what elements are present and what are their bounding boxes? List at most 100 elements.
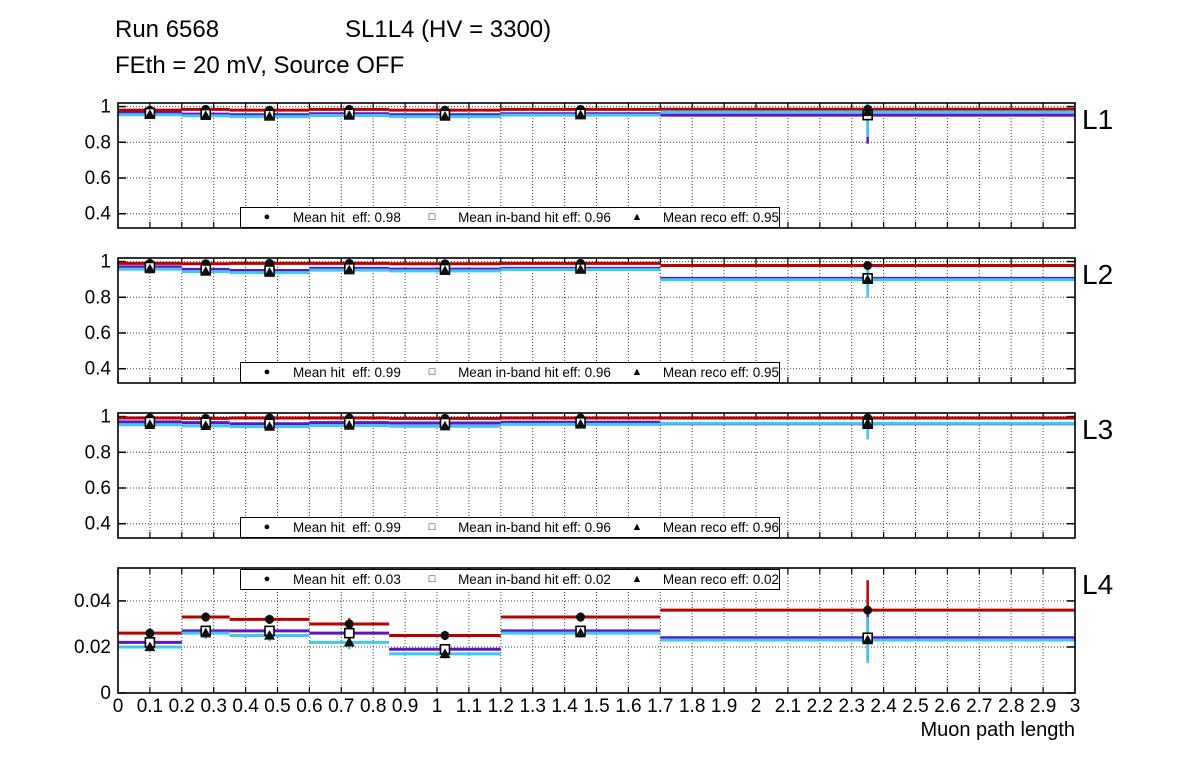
svg-text:2.3: 2.3 — [838, 696, 864, 717]
figure-subtitle: FEth = 20 mV, Source OFF — [115, 52, 405, 79]
svg-text:2.4: 2.4 — [870, 696, 897, 717]
panel-l1-plot: 1 0.8 0.6 0.4 — [85, 97, 1076, 229]
svg-text:0.2: 0.2 — [169, 696, 195, 717]
svg-text:1.8: 1.8 — [679, 696, 705, 717]
legend-l3: ● Mean hit eff: 0.99 □ Mean in-band hit … — [240, 517, 780, 538]
svg-text:2.2: 2.2 — [807, 696, 833, 717]
svg-text:0: 0 — [100, 683, 111, 704]
legend-l1: ● Mean hit eff: 0.98 □ Mean in-band hit … — [240, 207, 780, 228]
legend-label: Mean hit eff: 0.03 — [293, 572, 401, 587]
filled-circle-icon: ● — [263, 521, 271, 533]
legend-label: Mean hit eff: 0.99 — [293, 520, 401, 535]
svg-text:0.02: 0.02 — [74, 637, 111, 658]
svg-text:2.6: 2.6 — [934, 696, 960, 717]
svg-text:1: 1 — [432, 696, 443, 717]
panel-l4-plot: 0.04 0.02 0 — [74, 567, 1076, 704]
svg-text:0.4: 0.4 — [85, 359, 112, 380]
legend-entry: □ Mean in-band hit eff: 0.96 — [406, 518, 611, 537]
legend-entry: ▲ Mean reco eff: 0.96 — [611, 518, 779, 537]
svg-text:0.4: 0.4 — [232, 696, 259, 717]
panel-l3-plot: 1 0.8 0.6 0.4 — [85, 407, 1076, 539]
x-axis-tick-labels: 0 0.1 0.2 0.3 0.4 0.5 0.6 0.7 0.8 0.9 1 1.1 1.2 1.3 1.… — [113, 696, 1081, 717]
legend-label: Mean in-band hit eff: 0.96 — [458, 365, 611, 380]
legend-entry: ▲ Mean reco eff: 0.95 — [611, 208, 779, 227]
svg-text:1.7: 1.7 — [647, 696, 673, 717]
legend-l4: ● Mean hit eff: 0.03 □ Mean in-band hit … — [240, 569, 780, 590]
open-square-icon: □ — [428, 521, 436, 533]
svg-text:1.5: 1.5 — [583, 696, 609, 717]
svg-text:0.4: 0.4 — [85, 514, 112, 535]
panel-label-l1: L1 — [1082, 104, 1114, 135]
svg-text:1: 1 — [100, 252, 111, 273]
svg-text:0: 0 — [113, 696, 124, 717]
svg-text:0.9: 0.9 — [392, 696, 418, 717]
svg-text:1.4: 1.4 — [551, 696, 578, 717]
svg-text:0.6: 0.6 — [85, 323, 111, 344]
run-title: Run 6568 — [115, 16, 220, 43]
panel-label-l2: L2 — [1082, 259, 1114, 290]
filled-triangle-icon: ▲ — [631, 366, 643, 378]
legend-label: Mean in-band hit eff: 0.02 — [458, 572, 611, 587]
legend-entry: ● Mean hit eff: 0.98 — [241, 208, 406, 227]
svg-text:0.8: 0.8 — [85, 132, 111, 153]
svg-text:0.5: 0.5 — [264, 696, 290, 717]
svg-text:1.1: 1.1 — [456, 696, 482, 717]
legend-entry: ▲ Mean reco eff: 0.02 — [611, 570, 779, 589]
svg-text:0.4: 0.4 — [85, 204, 112, 225]
svg-text:0.8: 0.8 — [360, 696, 386, 717]
legend-l2: ● Mean hit eff: 0.99 □ Mean in-band hit … — [240, 362, 780, 383]
legend-label: Mean hit eff: 0.99 — [293, 365, 401, 380]
legend-entry: □ Mean in-band hit eff: 0.96 — [406, 208, 611, 227]
svg-text:2.1: 2.1 — [775, 696, 801, 717]
legend-entry: □ Mean in-band hit eff: 0.02 — [406, 570, 611, 589]
svg-text:1.6: 1.6 — [615, 696, 641, 717]
svg-text:0.1: 0.1 — [137, 696, 163, 717]
svg-text:0.6: 0.6 — [85, 478, 111, 499]
filled-triangle-icon: ▲ — [631, 521, 643, 533]
filled-circle-icon: ● — [263, 573, 271, 585]
svg-text:2.9: 2.9 — [1030, 696, 1056, 717]
legend-label: Mean in-band hit eff: 0.96 — [458, 210, 611, 225]
svg-text:0.7: 0.7 — [328, 696, 354, 717]
svg-text:0.6: 0.6 — [296, 696, 322, 717]
svg-text:0.6: 0.6 — [85, 168, 111, 189]
legend-label: Mean reco eff: 0.96 — [662, 520, 779, 535]
legend-entry: ● Mean hit eff: 0.03 — [241, 570, 406, 589]
legend-label: Mean hit eff: 0.98 — [293, 210, 401, 225]
svg-text:1.2: 1.2 — [488, 696, 514, 717]
x-axis-title: Muon path length — [920, 719, 1075, 741]
panel-label-l3: L3 — [1082, 414, 1114, 445]
legend-entry: ● Mean hit eff: 0.99 — [241, 518, 406, 537]
svg-text:0.8: 0.8 — [85, 442, 111, 463]
legend-entry: □ Mean in-band hit eff: 0.96 — [406, 363, 611, 382]
svg-text:1.9: 1.9 — [711, 696, 737, 717]
svg-text:3: 3 — [1070, 696, 1081, 717]
filled-circle-icon: ● — [263, 366, 271, 378]
svg-text:0.04: 0.04 — [74, 591, 111, 612]
filled-circle-icon: ● — [263, 211, 271, 223]
legend-label: Mean reco eff: 0.02 — [662, 572, 779, 587]
legend-entry: ● Mean hit eff: 0.99 — [241, 363, 406, 382]
svg-text:2: 2 — [751, 696, 762, 717]
svg-text:1.3: 1.3 — [519, 696, 545, 717]
svg-text:2.7: 2.7 — [966, 696, 992, 717]
filled-triangle-icon: ▲ — [631, 573, 643, 585]
open-square-icon: □ — [428, 573, 436, 585]
legend-label: Mean in-band hit eff: 0.96 — [458, 520, 611, 535]
open-square-icon: □ — [428, 211, 436, 223]
open-square-icon: □ — [428, 366, 436, 378]
svg-text:1: 1 — [100, 97, 111, 118]
svg-text:2.8: 2.8 — [998, 696, 1024, 717]
legend-label: Mean reco eff: 0.95 — [662, 365, 779, 380]
detector-title: SL1L4 (HV = 3300) — [345, 16, 552, 43]
filled-triangle-icon: ▲ — [631, 211, 643, 223]
legend-entry: ▲ Mean reco eff: 0.95 — [611, 363, 779, 382]
panel-label-l4: L4 — [1082, 569, 1114, 600]
svg-text:1: 1 — [100, 407, 111, 428]
svg-text:2.5: 2.5 — [902, 696, 928, 717]
legend-label: Mean reco eff: 0.95 — [662, 210, 779, 225]
svg-text:0.8: 0.8 — [85, 287, 111, 308]
svg-text:0.3: 0.3 — [200, 696, 226, 717]
